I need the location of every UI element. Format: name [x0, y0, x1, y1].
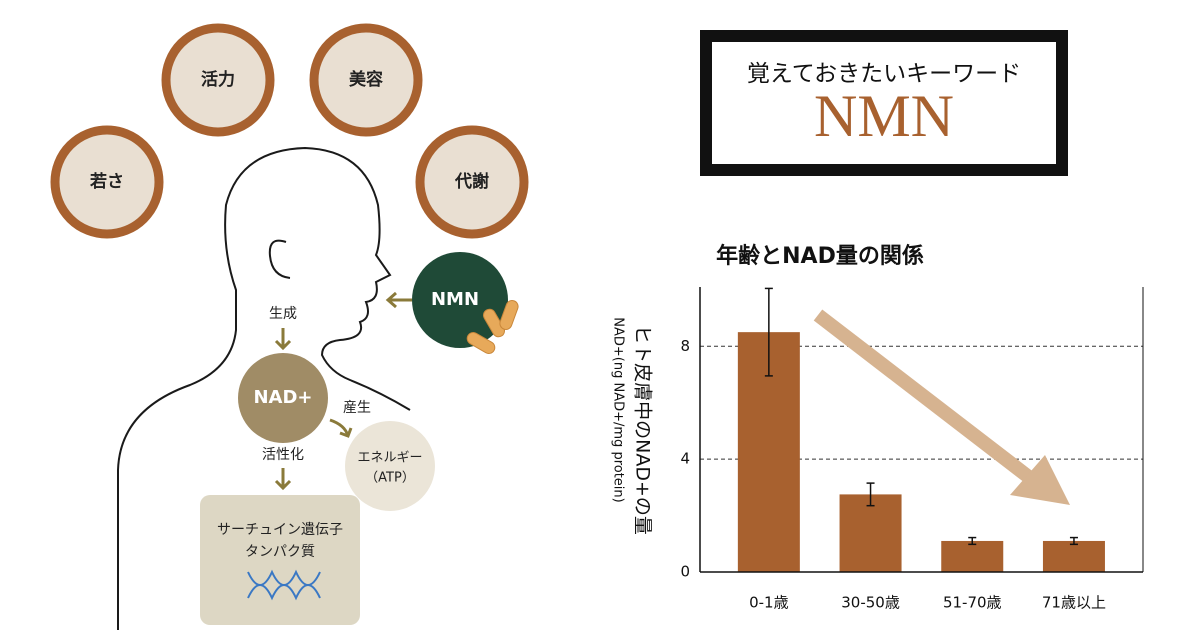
- benefit-circle: [161, 23, 275, 137]
- error-bar: [866, 482, 875, 507]
- benefit-circle: [309, 23, 423, 137]
- benefit-label: 代謝: [454, 171, 489, 192]
- nmn-label: NMN: [431, 289, 479, 310]
- benefit-circle: [415, 125, 529, 239]
- y-tick-label: 4: [680, 450, 690, 468]
- x-tick-label: 30-50歳: [841, 594, 900, 612]
- activate-label: 活性化: [262, 447, 304, 463]
- sirtuin-box: [200, 495, 360, 625]
- sirtuin-label: タンパク質: [245, 544, 315, 560]
- y-tick-label: 0: [680, 563, 690, 581]
- energy-label: エネルギー: [357, 451, 422, 466]
- trend-arrow: [813, 309, 1070, 505]
- bar: [941, 540, 1004, 572]
- nad-circle: [238, 353, 328, 443]
- arrows: [274, 291, 412, 491]
- energy-label: （ATP）: [365, 471, 415, 486]
- generate-label: 生成: [269, 306, 297, 322]
- sirtuin-label: サーチュイン遺伝子: [217, 522, 343, 538]
- keyword-title: NMN: [814, 83, 954, 149]
- bar: [1042, 540, 1105, 572]
- error-bar: [1069, 536, 1078, 546]
- capsules: [466, 300, 519, 354]
- nad-label: NAD+: [253, 387, 312, 408]
- keyword-subtitle: 覚えておきたいキーワード: [747, 61, 1021, 87]
- energy-circle: [345, 421, 435, 511]
- y-axis-label: ヒト皮膚中のNAD+の量: [632, 325, 654, 535]
- y-tick-label: 8: [680, 337, 690, 355]
- benefit-circle: [50, 125, 164, 239]
- nmn-circle: [412, 252, 508, 348]
- x-tick-label: 0-1歳: [749, 594, 789, 612]
- keyword-box: [700, 30, 1068, 176]
- dna-icon: [247, 569, 321, 601]
- produce-label: 産生: [343, 400, 371, 416]
- bar: [839, 494, 902, 572]
- benefit-label: 若さ: [89, 171, 124, 192]
- x-tick-label: 71歳以上: [1042, 594, 1106, 612]
- benefit-label: 活力: [201, 69, 235, 90]
- benefit-label: 美容: [349, 69, 383, 90]
- x-tick-label: 51-70歳: [943, 594, 1002, 612]
- body-outline: [117, 146, 411, 630]
- error-bar: [968, 536, 977, 546]
- y-axis-sublabel: NAD+(ng NAD+/mg protein): [611, 317, 626, 502]
- error-bar: [764, 287, 773, 377]
- ear: [268, 239, 291, 279]
- chart-title: 年齢とNAD量の関係: [716, 243, 924, 269]
